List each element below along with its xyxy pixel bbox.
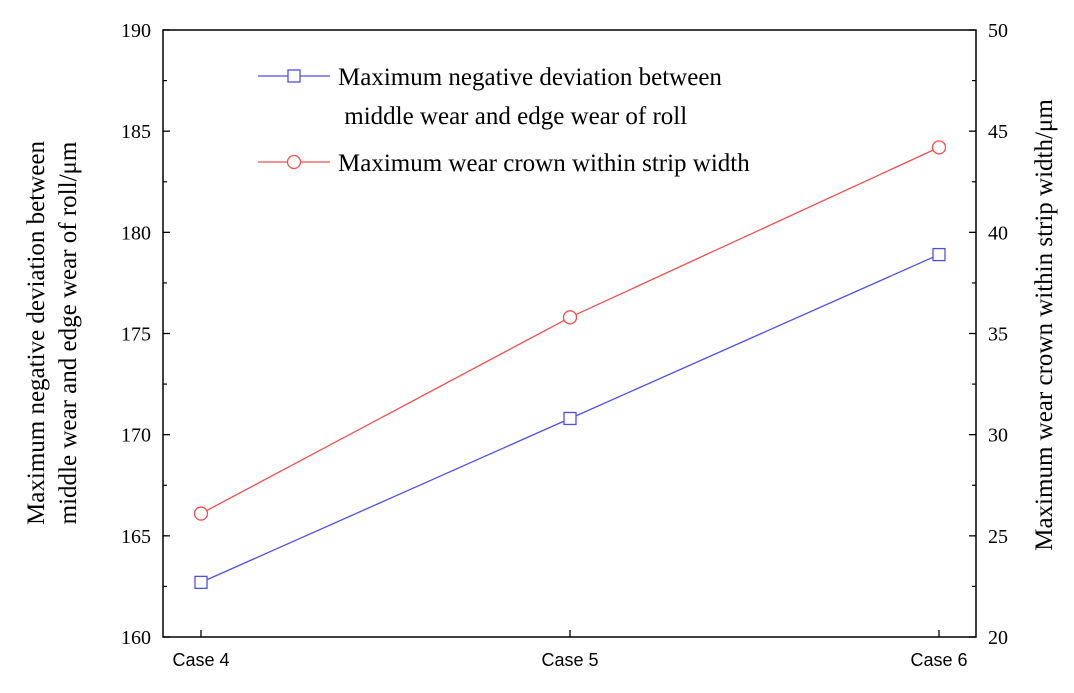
data-point-circle (193, 506, 209, 521)
right-tick-label: 50 (988, 20, 1008, 42)
right-axis: 20 25 30 35 40 45 50 (969, 20, 1008, 649)
x-axis: Case 4 Case 5 Case 6 (172, 630, 968, 670)
x-tick-label: Case 4 (172, 650, 229, 670)
left-tick-label: 175 (121, 324, 151, 346)
legend-circle-marker (286, 154, 302, 170)
left-tick-label: 190 (121, 20, 151, 42)
data-point-circle (931, 140, 947, 155)
right-tick-label: 20 (988, 627, 1008, 649)
data-point-circle (562, 310, 578, 325)
series-line-2 (200, 146, 940, 515)
legend-label-series-2: Maximum wear crown within strip width (338, 150, 750, 177)
right-tick-label: 25 (988, 526, 1008, 548)
legend: Maximum negative deviation between middl… (258, 64, 750, 177)
legend-label-series-1-line-1: Maximum negative deviation between (338, 64, 722, 91)
left-tick-label: 165 (121, 526, 151, 548)
left-axis: 160 165 170 175 180 185 190 (121, 20, 170, 649)
right-tick-label: 30 (988, 425, 1008, 447)
data-point-square (563, 411, 577, 426)
right-axis-title: Maximum wear crown within strip width/μm (1031, 99, 1058, 551)
left-axis-title-line-1: Maximum negative deviation between (23, 141, 50, 525)
data-point-square (194, 575, 208, 590)
data-point-square (932, 247, 946, 262)
left-tick-label: 185 (121, 121, 151, 143)
left-axis-title-line-2: middle wear and edge wear of roll/μm (55, 141, 82, 524)
x-tick-label: Case 6 (910, 650, 967, 670)
x-tick-label: Case 5 (541, 650, 598, 670)
left-tick-label: 180 (121, 222, 151, 244)
right-tick-label: 40 (988, 222, 1008, 244)
legend-label-series-1-line-2: middle wear and edge wear of roll (338, 103, 687, 130)
legend-square-marker (287, 69, 301, 83)
left-tick-label: 160 (121, 627, 151, 649)
left-tick-label: 170 (121, 425, 151, 447)
series-layer (193, 140, 947, 590)
right-tick-label: 45 (988, 121, 1008, 143)
right-tick-label: 35 (988, 324, 1008, 346)
